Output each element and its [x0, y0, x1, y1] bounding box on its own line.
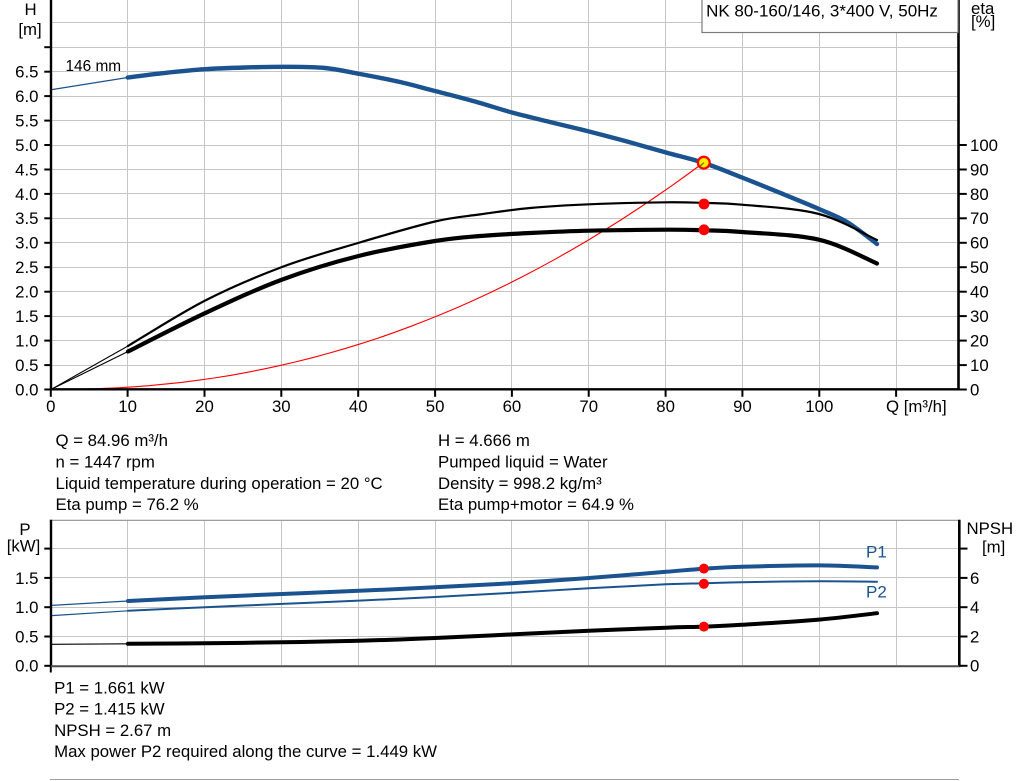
svg-text:NPSH: NPSH — [967, 519, 1014, 538]
svg-text:0: 0 — [970, 380, 979, 399]
svg-text:[kW]: [kW] — [7, 537, 41, 556]
svg-text:40: 40 — [970, 283, 989, 302]
svg-text:50: 50 — [970, 258, 989, 277]
svg-text:P1: P1 — [866, 543, 887, 562]
svg-text:10: 10 — [118, 397, 137, 416]
svg-text:40: 40 — [349, 397, 368, 416]
svg-text:30: 30 — [272, 397, 291, 416]
svg-text:Eta pump = 76.2 %: Eta pump = 76.2 % — [56, 495, 199, 514]
svg-text:Liquid temperature during oper: Liquid temperature during operation = 20… — [56, 474, 383, 493]
svg-text:100: 100 — [970, 136, 998, 155]
svg-text:0.5: 0.5 — [15, 627, 38, 646]
svg-text:5.5: 5.5 — [15, 112, 38, 131]
svg-text:2.5: 2.5 — [15, 258, 38, 277]
svg-text:4.0: 4.0 — [15, 185, 38, 204]
svg-text:[m]: [m] — [18, 20, 41, 39]
svg-text:0.5: 0.5 — [15, 356, 38, 375]
svg-text:H: H — [24, 0, 36, 19]
svg-text:Density = 998.2 kg/m³: Density = 998.2 kg/m³ — [438, 474, 602, 493]
svg-text:146 mm: 146 mm — [66, 58, 122, 75]
svg-text:60: 60 — [970, 234, 989, 253]
svg-text:eta: eta — [971, 0, 995, 18]
svg-text:n = 1447 rpm: n = 1447 rpm — [56, 453, 155, 472]
svg-text:0.0: 0.0 — [15, 380, 38, 399]
svg-text:20: 20 — [970, 332, 989, 351]
svg-text:Q = 84.96 m³/h: Q = 84.96 m³/h — [56, 431, 168, 450]
svg-text:100: 100 — [805, 397, 833, 416]
svg-text:Eta pump+motor = 64.9 %: Eta pump+motor = 64.9 % — [438, 495, 634, 514]
svg-text:50: 50 — [426, 397, 445, 416]
svg-text:[m]: [m] — [982, 538, 1005, 557]
svg-text:90: 90 — [733, 397, 752, 416]
svg-text:0.0: 0.0 — [15, 657, 38, 676]
svg-text:20: 20 — [195, 397, 214, 416]
svg-text:4: 4 — [970, 598, 979, 617]
svg-text:Max power P2 required along th: Max power P2 required along the curve = … — [54, 742, 437, 761]
svg-text:[%]: [%] — [971, 12, 995, 31]
svg-text:Pumped liquid = Water: Pumped liquid = Water — [438, 453, 608, 472]
svg-text:10: 10 — [970, 356, 989, 375]
svg-text:6: 6 — [970, 569, 979, 588]
svg-text:0: 0 — [970, 657, 979, 676]
svg-text:P2 = 1.415 kW: P2 = 1.415 kW — [54, 700, 165, 719]
svg-text:80: 80 — [656, 397, 675, 416]
svg-text:NPSH = 2.67 m: NPSH = 2.67 m — [54, 721, 171, 740]
svg-text:1.0: 1.0 — [15, 332, 38, 351]
svg-text:P2: P2 — [866, 583, 887, 602]
svg-text:6.0: 6.0 — [15, 87, 38, 106]
svg-text:P1 = 1.661 kW: P1 = 1.661 kW — [54, 678, 165, 697]
svg-text:3.5: 3.5 — [15, 209, 38, 228]
svg-text:80: 80 — [970, 185, 989, 204]
svg-text:6.5: 6.5 — [15, 63, 38, 82]
svg-text:70: 70 — [970, 209, 989, 228]
svg-text:2: 2 — [970, 627, 979, 646]
svg-text:1.0: 1.0 — [15, 598, 38, 617]
svg-text:NK 80-160/146, 3*400 V, 50Hz: NK 80-160/146, 3*400 V, 50Hz — [706, 2, 938, 21]
svg-text:2.0: 2.0 — [15, 283, 38, 302]
svg-text:30: 30 — [970, 307, 989, 326]
svg-text:90: 90 — [970, 160, 989, 179]
svg-text:Q [m³/h]: Q [m³/h] — [886, 397, 947, 416]
svg-text:3.0: 3.0 — [15, 234, 38, 253]
svg-text:60: 60 — [503, 397, 522, 416]
svg-text:4.5: 4.5 — [15, 160, 38, 179]
svg-text:0: 0 — [46, 397, 55, 416]
svg-text:70: 70 — [579, 397, 598, 416]
svg-text:1.5: 1.5 — [15, 569, 38, 588]
svg-text:P: P — [19, 520, 30, 539]
svg-text:H = 4.666 m: H = 4.666 m — [438, 431, 530, 450]
svg-text:1.5: 1.5 — [15, 307, 38, 326]
svg-text:5.0: 5.0 — [15, 136, 38, 155]
